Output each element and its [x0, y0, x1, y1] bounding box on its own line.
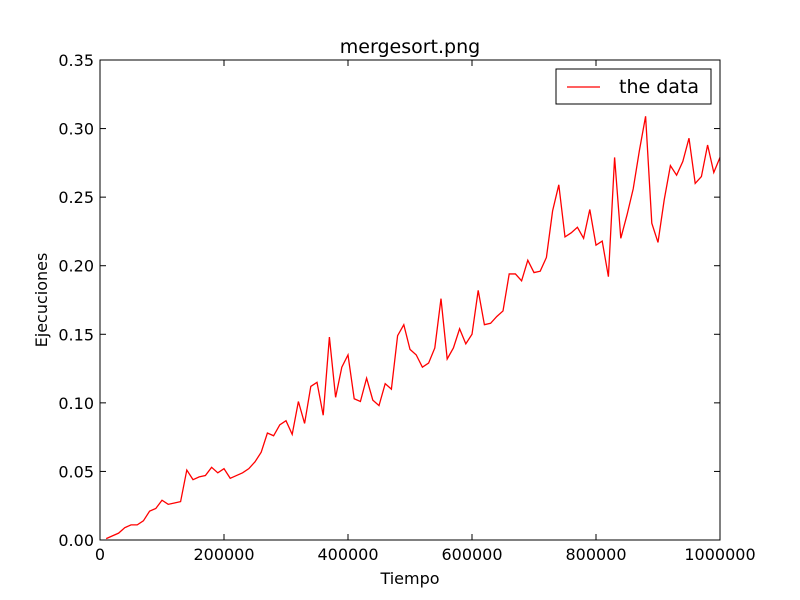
legend: the data: [555, 68, 712, 105]
y-axis-label: Ejecuciones: [32, 253, 51, 348]
x-tick-label: 0: [95, 545, 105, 564]
x-tick-label: 400000: [317, 545, 378, 564]
y-tick-label: 0.00: [58, 531, 94, 550]
x-tick-label: 600000: [441, 545, 502, 564]
series-layer: [105, 116, 721, 540]
plot-frame: [99, 59, 721, 541]
chart-title: mergesort.png: [340, 36, 480, 58]
y-tick-label: 0.20: [58, 257, 94, 276]
y-tick-label: 0.30: [58, 120, 94, 139]
legend-entry-label: the data: [619, 76, 699, 98]
x-tick-label: 200000: [193, 545, 254, 564]
ticks-layer: 0 200000 400000 600000 800000 1000000 0.00 0.05…: [58, 51, 755, 564]
y-tick-label: 0.10: [58, 394, 94, 413]
x-axis-label: Tiempo: [379, 569, 439, 588]
plot-background: [100, 60, 720, 540]
x-tick-label: 1000000: [684, 545, 755, 564]
y-tick-label: 0.05: [58, 462, 94, 481]
series-line-the-data: [105, 116, 721, 540]
y-tick-label: 0.25: [58, 188, 94, 207]
y-tick-label: 0.35: [58, 51, 94, 70]
y-tick-label: 0.15: [58, 325, 94, 344]
x-tick-label: 800000: [565, 545, 626, 564]
